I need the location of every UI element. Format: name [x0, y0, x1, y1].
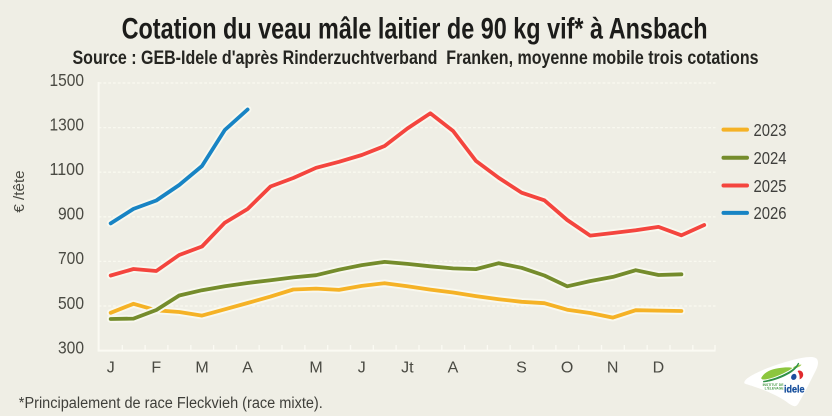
svg-text:*Principalement de race Fleckv: *Principalement de race Fleckvieh (race …: [19, 395, 323, 412]
svg-text:idele: idele: [784, 383, 805, 395]
svg-text:M: M: [195, 360, 208, 377]
svg-text:€ /tête: € /tête: [11, 170, 28, 212]
svg-text:A: A: [242, 360, 253, 377]
svg-text:O: O: [561, 360, 573, 377]
svg-text:L'ÉLEVAGE: L'ÉLEVAGE: [765, 385, 785, 390]
svg-text:2026: 2026: [754, 203, 787, 223]
svg-text:700: 700: [58, 248, 84, 268]
svg-text:A: A: [448, 360, 459, 377]
svg-text:1300: 1300: [50, 114, 85, 134]
svg-text:Jt: Jt: [401, 360, 414, 377]
svg-text:300: 300: [58, 337, 84, 357]
svg-text:N: N: [607, 360, 619, 377]
svg-text:1100: 1100: [50, 159, 85, 179]
svg-text:D: D: [653, 360, 665, 377]
svg-text:1500: 1500: [50, 70, 85, 90]
svg-text:Cotation du veau mâle laitier: Cotation du veau mâle laitier de 90 kg v…: [122, 12, 708, 45]
svg-text:2024: 2024: [754, 148, 787, 168]
svg-text:Source : GEB-Idele d'après Rin: Source : GEB-Idele d'après Rinderzuchtve…: [73, 48, 759, 69]
svg-text:S: S: [516, 360, 527, 377]
svg-text:M: M: [309, 360, 322, 377]
svg-text:2023: 2023: [754, 120, 787, 140]
svg-text:900: 900: [58, 204, 84, 224]
svg-text:500: 500: [58, 293, 84, 313]
svg-text:J: J: [107, 360, 115, 377]
svg-text:J: J: [358, 360, 366, 377]
svg-text:F: F: [151, 360, 161, 377]
svg-text:INSTITUT DE: INSTITUT DE: [763, 383, 785, 387]
svg-text:2025: 2025: [754, 176, 787, 196]
